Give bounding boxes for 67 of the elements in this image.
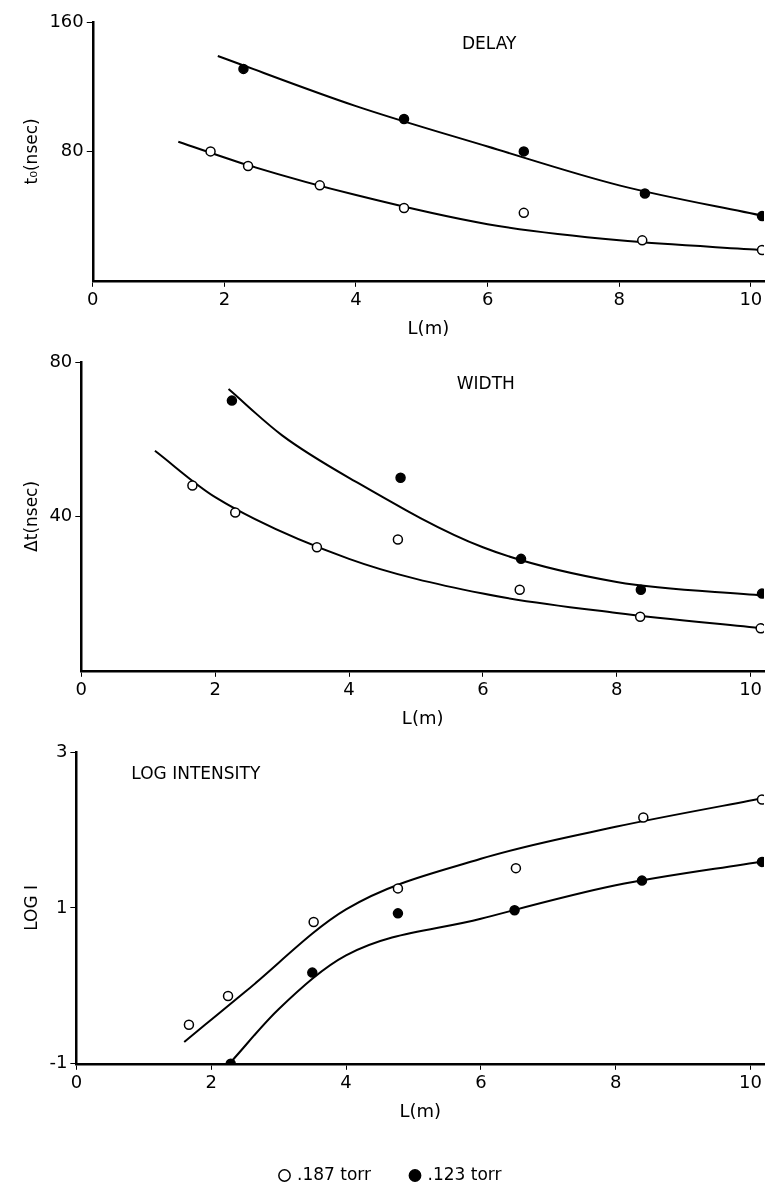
point: [311, 542, 323, 553]
point: [308, 916, 319, 928]
x-axis-title: L(m): [401, 706, 444, 728]
x-tick-label: 2: [209, 678, 221, 700]
x-tick-label: 2: [205, 1071, 217, 1093]
point: [514, 584, 525, 595]
point: [307, 967, 318, 978]
text: LOG INTENSITY: [131, 762, 261, 783]
x-tick-label: 10: [739, 1071, 762, 1093]
point: [635, 584, 647, 595]
point: [398, 202, 410, 214]
x-tick-label: 4: [350, 288, 362, 310]
point: [755, 623, 764, 634]
point: [518, 207, 530, 219]
point: [637, 235, 648, 246]
point: [509, 904, 520, 916]
legend-label: .123 torr: [427, 1163, 502, 1184]
x-axis-title: L(m): [399, 1099, 441, 1121]
point: [205, 146, 216, 157]
y-tick-label: 40: [49, 504, 73, 526]
point: [634, 611, 646, 623]
x-tick-label: 8: [609, 1071, 622, 1093]
x-tick-label: 0: [87, 288, 99, 310]
x-tick-label: 4: [340, 1071, 352, 1093]
x-tick-label: 0: [70, 1071, 83, 1093]
y-tick-label: 1: [55, 895, 68, 917]
y-tick-label: -1: [49, 1051, 68, 1073]
x-tick-label: 10: [739, 288, 763, 310]
point: [392, 908, 404, 919]
point: [242, 160, 254, 172]
y-tick-label: 80: [60, 139, 84, 161]
y-axis-title: LOG I: [20, 884, 41, 931]
x-tick-label: 6: [475, 1071, 487, 1093]
point: [314, 180, 326, 191]
x-tick-label: 8: [611, 678, 623, 700]
legend-label: .187 torr: [297, 1163, 372, 1184]
point: [226, 395, 238, 406]
x-tick-label: 6: [481, 288, 494, 310]
point: [187, 480, 198, 491]
y-tick-label: 3: [55, 739, 68, 761]
point: [392, 883, 404, 894]
point: [638, 812, 649, 823]
x-tick-label: 4: [343, 678, 355, 700]
point: [238, 63, 249, 75]
point: [636, 875, 648, 886]
x-tick-label: 10: [739, 678, 763, 700]
point: [518, 146, 530, 157]
y-tick-label: 80: [49, 349, 73, 371]
point: [395, 472, 406, 484]
y-axis-title: Δt(nsec): [20, 480, 41, 552]
point: [183, 1019, 195, 1031]
y-tick-label: 160: [49, 9, 84, 31]
x-tick-label: 8: [613, 288, 625, 310]
point: [398, 113, 410, 125]
x-tick-label: 2: [218, 288, 231, 310]
point: [510, 862, 522, 874]
point: [230, 507, 241, 518]
point: [639, 188, 651, 199]
x-tick-label: 0: [75, 678, 88, 700]
text: WIDTH: [456, 372, 515, 393]
x-tick-label: 6: [477, 678, 489, 700]
point: [515, 553, 527, 565]
point: [222, 990, 234, 1002]
y-axis-title: t₀(nsec): [20, 118, 41, 185]
x-axis-title: L(m): [407, 316, 450, 338]
point: [392, 534, 404, 545]
text: DELAY: [461, 32, 517, 53]
